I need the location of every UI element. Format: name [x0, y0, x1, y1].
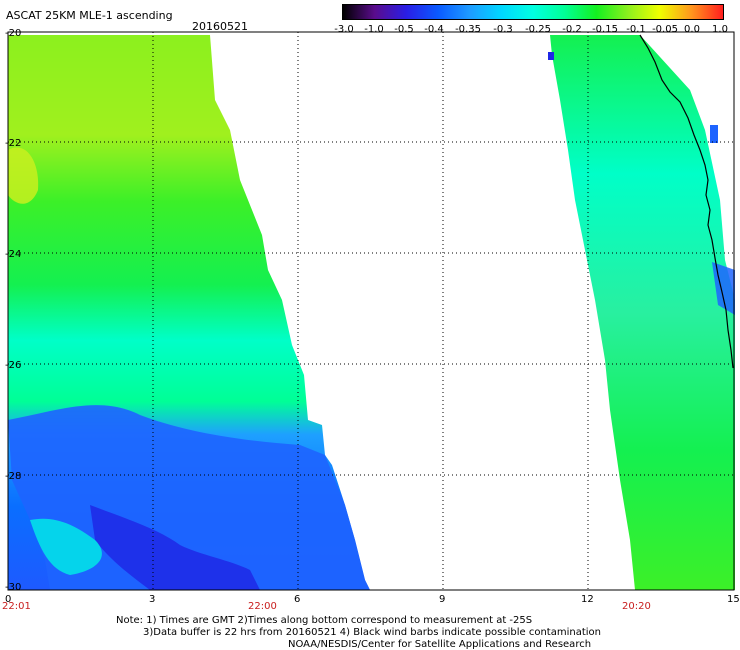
lat-label: -24 [5, 249, 21, 260]
time-label: 22:00 [248, 601, 277, 612]
blue-pixel [710, 125, 718, 143]
yellow-patch [8, 147, 39, 204]
map-date: 20160521 [192, 20, 248, 33]
lat-label: -30 [5, 582, 21, 593]
scale-label: -3.0 [334, 24, 354, 35]
color-scale-bar [342, 4, 724, 20]
scale-label: 0.0 [684, 24, 700, 35]
lon-label: 3 [149, 594, 155, 605]
time-label: 20:20 [622, 601, 651, 612]
scale-label: -0.35 [455, 24, 481, 35]
scale-label: -0.4 [424, 24, 444, 35]
coastline [639, 34, 734, 369]
scale-label: -0.2 [562, 24, 582, 35]
plot-frame [7, 31, 735, 591]
right-swath [550, 35, 735, 590]
footnote-line-3: NOAA/NESDIS/Center for Satellite Applica… [288, 639, 592, 650]
lat-label: -28 [5, 471, 21, 482]
scale-label: -1.0 [364, 24, 384, 35]
lon-label: 6 [294, 594, 300, 605]
lat-label: -20 [5, 28, 21, 39]
scale-label: -0.05 [652, 24, 678, 35]
lon-label: 0 [5, 594, 11, 605]
footnote-line-2: 3)Data buffer is 22 hrs from 20160521 4)… [143, 627, 601, 638]
scale-label: -0.3 [493, 24, 513, 35]
scale-label: -0.5 [394, 24, 414, 35]
lon-label: 12 [581, 594, 594, 605]
scale-label: -0.1 [626, 24, 646, 35]
graticule [8, 32, 734, 590]
lon-label: 9 [439, 594, 445, 605]
cyan-band [30, 518, 102, 575]
scale-label: -0.25 [525, 24, 551, 35]
map-title: ASCAT 25KM MLE-1 ascending [6, 9, 173, 22]
lat-label: -26 [5, 360, 21, 371]
blue-pixel [548, 52, 554, 60]
time-label: 22:01 [2, 601, 31, 612]
lon-label: 15 [727, 594, 740, 605]
scale-label: 1.0 [712, 24, 728, 35]
footnote-line-1: Note: 1) Times are GMT 2)Times along bot… [116, 615, 533, 626]
very-low-value-region [90, 505, 260, 590]
lat-label: -22 [5, 138, 21, 149]
scale-label: -0.15 [592, 24, 618, 35]
